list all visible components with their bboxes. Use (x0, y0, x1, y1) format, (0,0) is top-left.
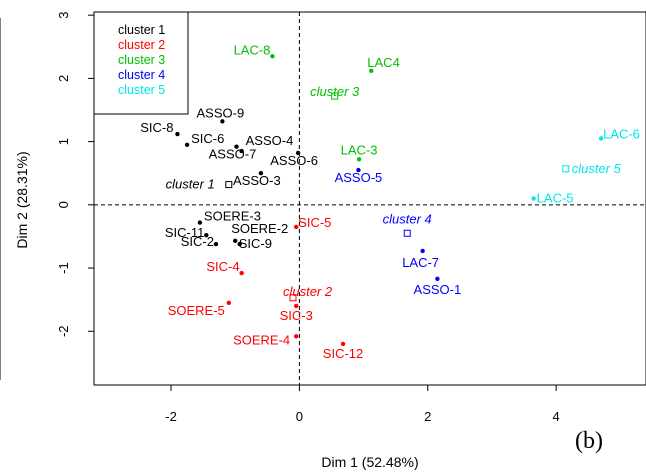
point-lac-8 (270, 54, 275, 59)
point-sic-5 (293, 224, 299, 230)
point-label-sic-8: SIC-8 (140, 120, 173, 135)
point-asso-3 (258, 171, 264, 176)
point-label-asso-9: ASSO-9 (197, 105, 245, 120)
point-label-sic-3: SIC-3 (280, 308, 313, 323)
x-tick-label: 4 (553, 409, 560, 424)
centroid-label-cluster-5: cluster 5 (572, 161, 622, 176)
point-label-lac-8: LAC-8 (234, 42, 271, 57)
point-label-soere-5: SOERE-5 (168, 303, 225, 318)
legend-box (93, 11, 189, 115)
point-soere-5 (226, 300, 231, 306)
point-asso-5 (356, 167, 361, 173)
centroid-cluster-2 (289, 294, 297, 302)
legend-entry-cluster-5: cluster 5 (118, 83, 165, 97)
point-label-sic-11: SIC-11 (165, 225, 205, 240)
point-soere-3 (197, 220, 203, 225)
point-lac-3 (356, 157, 362, 162)
x-tick-label: 2 (424, 409, 431, 424)
point-soere-2 (233, 238, 238, 244)
point-label-asso-5: ASSO-5 (335, 170, 383, 185)
centroid-label-cluster-3: cluster 3 (310, 84, 360, 99)
point-soere-4 (293, 334, 299, 339)
y-axis-label: Dim 2 (28.31%) (14, 151, 30, 248)
point-label-lac-6: LAC-6 (603, 126, 640, 141)
centroid-cluster-1 (225, 181, 233, 189)
point-sic-3 (293, 303, 299, 309)
point-asso-7 (234, 144, 239, 149)
point-label-asso-6: ASSO-6 (270, 153, 318, 168)
y-tick-label: 1 (56, 138, 71, 145)
point-sic-2 (213, 241, 219, 247)
point-label-asso-7: ASSO-7 (209, 147, 257, 162)
point-label-sic-6: SIC-6 (191, 131, 224, 146)
plot-frame (93, 11, 646, 386)
point-asso-9 (220, 119, 225, 124)
legend-entry-cluster-3: cluster 3 (118, 53, 165, 67)
point-sic-12 (340, 341, 346, 347)
centroid-cluster-3 (331, 92, 339, 100)
point-lac-7 (420, 248, 425, 254)
point-asso-6 (295, 150, 301, 156)
y-tick-label: 3 (56, 12, 71, 19)
point-label-asso-4: ASSO-4 (246, 133, 294, 148)
y-tick-label: -2 (56, 325, 71, 337)
legend-entry-cluster-1: cluster 1 (118, 23, 165, 37)
y-tick-label: 0 (56, 201, 71, 208)
point-label-sic-9: SIC-9 (239, 236, 272, 251)
legend-entry-cluster-2: cluster 2 (118, 38, 165, 52)
point-lac-6 (598, 136, 604, 141)
centroid-cluster-4 (403, 229, 411, 237)
point-label-lac-3: LAC-3 (341, 142, 378, 157)
point-asso-1 (435, 276, 440, 281)
y-axis: -2 -1 0 1 2 3 (56, 12, 94, 337)
point-label-sic-2: SIC-2 (181, 234, 214, 249)
point-label-sic-5: SIC-5 (298, 215, 331, 230)
point-lac4 (369, 68, 374, 73)
reference-lines (94, 12, 646, 385)
point-label-lac-7: LAC-7 (402, 255, 439, 270)
point-lac-5 (531, 196, 536, 201)
x-tick-label: 0 (296, 409, 303, 424)
x-axis-label: Dim 1 (52.48%) (321, 454, 418, 470)
point-label-sic-4: SIC-4 (206, 259, 239, 274)
centroid-label-cluster-1: cluster 1 (166, 177, 215, 192)
point-label-asso-3: ASSO-3 (233, 173, 281, 188)
point-label-soere-4: SOERE-4 (233, 332, 290, 347)
centroid-label-cluster-2: cluster 2 (283, 284, 333, 299)
point-sic-9 (237, 241, 242, 247)
point-label-lac-5: LAC-5 (537, 191, 574, 206)
point-asso-4 (239, 148, 244, 154)
point-label-soere-2: SOERE-2 (231, 221, 288, 236)
point-label-lac4: LAC4 (367, 55, 400, 70)
x-tick-label: -2 (165, 409, 177, 424)
point-label-soere-3: SOERE-3 (204, 209, 261, 224)
point-label-asso-1: ASSO-1 (414, 282, 462, 297)
y-tick-label: 2 (56, 75, 71, 82)
legend-entry-cluster-4: cluster 4 (118, 68, 165, 82)
centroid-cluster-5 (562, 165, 570, 173)
point-label-sic-12: SIC-12 (323, 346, 363, 361)
x-axis: -2 0 2 4 (165, 385, 560, 424)
point-sic-11 (204, 232, 209, 238)
panel-annotation: (b) (575, 428, 603, 454)
point-sic-4 (239, 270, 244, 276)
point-sic-8 (175, 131, 180, 137)
y-tick-label: -1 (56, 262, 71, 274)
centroid-label-cluster-4: cluster 4 (383, 211, 432, 226)
point-sic-6 (184, 142, 190, 147)
